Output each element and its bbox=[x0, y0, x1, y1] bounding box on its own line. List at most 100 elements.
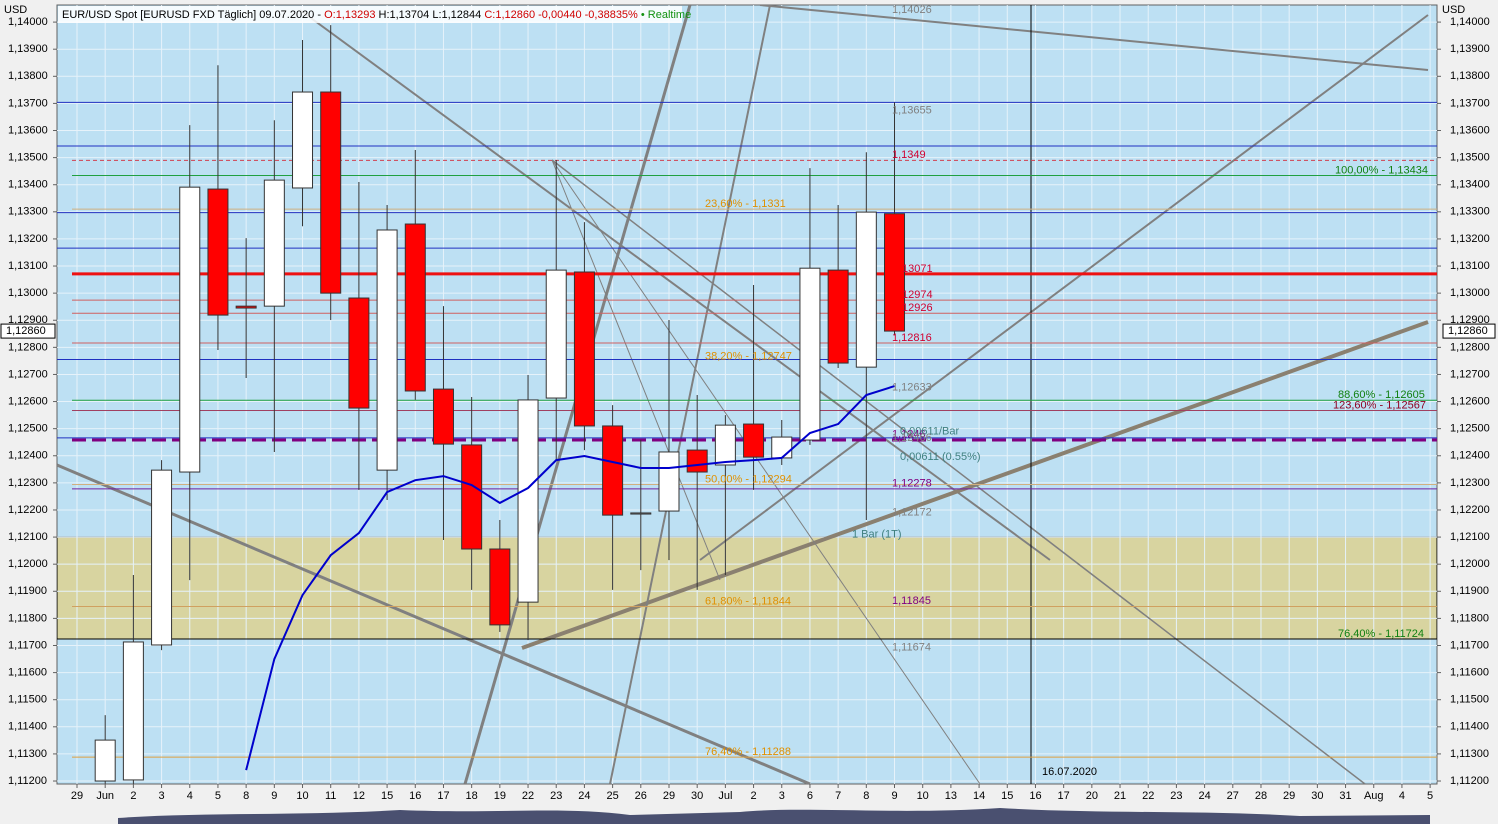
level-label: 1,1349 bbox=[892, 149, 926, 161]
x-tick-label: 24 bbox=[1198, 790, 1210, 802]
candle-body bbox=[207, 188, 229, 316]
x-tick-label: 20 bbox=[1086, 790, 1098, 802]
level-label: 23,60% - 1,1331 bbox=[705, 198, 786, 210]
x-tick-label: 31 bbox=[1339, 790, 1351, 802]
x-tick-label: 27 bbox=[1227, 790, 1239, 802]
y-tick-label-right: 1,11700 bbox=[1450, 639, 1489, 651]
level-label: 61,80% - 1,11844 bbox=[705, 595, 791, 607]
navigator bbox=[118, 808, 1430, 824]
trend-line bbox=[57, 463, 811, 784]
level-label: 123,60% - 1,12567 bbox=[1333, 399, 1426, 411]
candle-body bbox=[320, 91, 342, 294]
header-part: H:1,13704 L:1,12844 bbox=[375, 9, 484, 21]
x-tick-label: 24 bbox=[578, 790, 590, 802]
y-tick-label-right: 1,11200 bbox=[1450, 775, 1489, 787]
candle-body bbox=[122, 641, 144, 781]
candle-body bbox=[855, 211, 877, 368]
fib-zone bbox=[57, 536, 1437, 640]
y-tick-label-right: 1,12300 bbox=[1450, 477, 1490, 489]
y-tick-label: 1,13200 bbox=[8, 233, 48, 245]
trend-line bbox=[699, 14, 1429, 561]
candle-body bbox=[630, 512, 652, 515]
y-tick-label-right: 1,12700 bbox=[1450, 368, 1490, 380]
y-tick-label-right: 1,13300 bbox=[1450, 206, 1490, 218]
level-label: 50,00% - 1,12294 bbox=[705, 473, 792, 485]
y-axis-unit-right: USD bbox=[1442, 4, 1465, 16]
header-part: • Realtime bbox=[638, 9, 691, 21]
x-tick-label: 10 bbox=[296, 790, 308, 802]
trend-line bbox=[609, 5, 771, 784]
y-tick-label: 1,11700 bbox=[8, 639, 47, 651]
level-label: 76,40% - 1,11724 bbox=[1338, 628, 1424, 640]
x-tick-label: 26 bbox=[635, 790, 647, 802]
annotation: 1 Bar (1T) bbox=[852, 528, 902, 540]
y-tick-label-right: 1,13800 bbox=[1450, 70, 1490, 82]
y-tick-label: 1,13400 bbox=[8, 179, 48, 191]
trend-line bbox=[759, 5, 1429, 71]
candle-body bbox=[348, 297, 370, 409]
y-tick-label-right: 1,12400 bbox=[1450, 450, 1490, 462]
y-tick-label-right: 1,13600 bbox=[1450, 124, 1490, 136]
x-tick-label: 6 bbox=[807, 790, 813, 802]
candle-body bbox=[292, 91, 314, 189]
price-marker-box-left bbox=[0, 323, 56, 339]
x-tick-label: 5 bbox=[1427, 790, 1433, 802]
x-tick-label: 3 bbox=[159, 790, 165, 802]
y-tick-label-right: 1,13900 bbox=[1450, 43, 1490, 55]
y-tick-label: 1,13100 bbox=[8, 260, 48, 272]
candles bbox=[94, 25, 906, 784]
y-tick-label: 1,11500 bbox=[8, 694, 47, 706]
level-label: 12974 bbox=[902, 289, 933, 301]
header-part: EUR/USD Spot [EURUSD FXD Täglich] 09.07.… bbox=[62, 9, 324, 21]
level-label: 38,20% - 1,12747 bbox=[705, 351, 792, 363]
candle-body bbox=[489, 548, 511, 626]
y-tick-label: 1,11200 bbox=[8, 775, 47, 787]
y-tick-label-right: 1,12200 bbox=[1450, 504, 1490, 516]
price-marker-label: 1,12860 bbox=[1448, 325, 1488, 337]
candle-body bbox=[573, 271, 595, 427]
x-tick-label: 11 bbox=[325, 790, 336, 802]
x-tick-label: 8 bbox=[863, 790, 869, 802]
level-label: 1,12172 bbox=[892, 506, 932, 518]
level-label: 1,12278 bbox=[892, 478, 932, 490]
y-tick-label: 1,11900 bbox=[8, 585, 47, 597]
level-label: 1,11674 bbox=[892, 641, 931, 653]
x-tick-label: 17 bbox=[1058, 790, 1070, 802]
x-tick-label: 21 bbox=[1114, 790, 1126, 802]
y-tick-label-right: 1,13400 bbox=[1450, 179, 1490, 191]
y-tick-label: 1,11300 bbox=[8, 748, 47, 760]
y-tick-label: 1,12600 bbox=[8, 395, 48, 407]
level-label: 1,12816 bbox=[892, 332, 932, 344]
level-label: 1,13655 bbox=[892, 105, 932, 117]
annotation: 0,00611 (0.55%) bbox=[900, 451, 981, 463]
x-tick-label: 14 bbox=[973, 790, 985, 802]
x-tick-label: 10 bbox=[917, 790, 929, 802]
y-tick-label-right: 1,12100 bbox=[1450, 531, 1490, 543]
y-tick-label: 1,12200 bbox=[8, 504, 48, 516]
y-tick-label: 1,11600 bbox=[8, 667, 47, 679]
candle-body bbox=[743, 423, 765, 458]
level-label: 100,00% - 1,13434 bbox=[1335, 164, 1428, 176]
candle-body bbox=[404, 223, 426, 392]
x-tick-label: 15 bbox=[381, 790, 393, 802]
y-tick-label: 1,12300 bbox=[8, 477, 48, 489]
y-tick-label: 1,12800 bbox=[8, 341, 48, 353]
level-label: 1,14026 bbox=[892, 4, 932, 16]
y-tick-label: 1,11400 bbox=[8, 721, 47, 733]
candle-body bbox=[884, 213, 906, 332]
x-tick-label: 17 bbox=[437, 790, 449, 802]
header: EUR/USD Spot [EURUSD FXD Täglich] 09.07.… bbox=[62, 9, 691, 21]
trend-line bbox=[551, 159, 1366, 784]
candle-body bbox=[799, 267, 821, 441]
x-tick-label: 16 bbox=[1029, 790, 1041, 802]
x-tick-label: 16 bbox=[409, 790, 421, 802]
candle-body bbox=[827, 269, 849, 364]
date-marker: 16.07.2020 bbox=[1042, 766, 1097, 778]
header-box bbox=[58, 6, 682, 23]
header-part: O:1,13293 bbox=[324, 9, 375, 21]
annotation: 0,00611/Bar bbox=[900, 425, 959, 437]
x-tick-label: 22 bbox=[522, 790, 534, 802]
level-label: 88,60% - 1,12605 bbox=[1338, 389, 1425, 401]
y-tick-label-right: 1,14000 bbox=[1450, 16, 1490, 28]
